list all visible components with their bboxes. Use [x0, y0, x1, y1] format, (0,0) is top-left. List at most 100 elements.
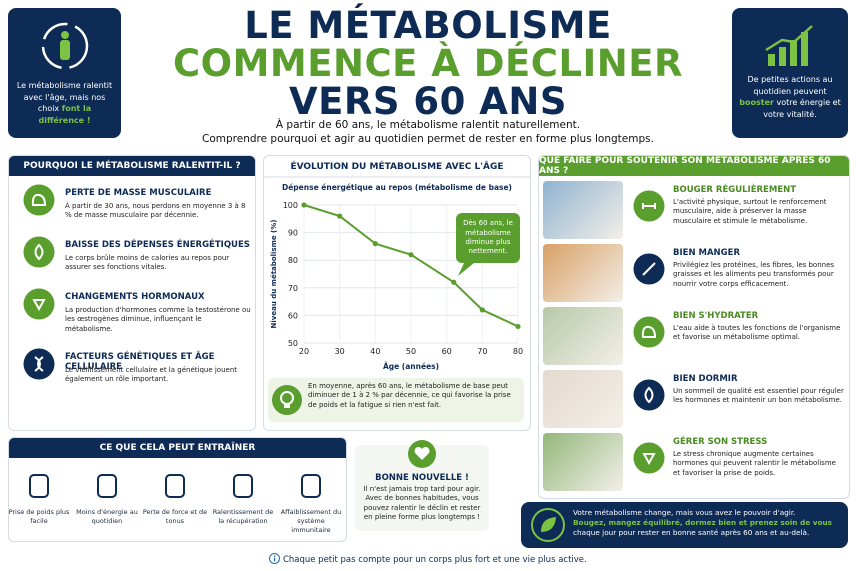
icon: [633, 253, 665, 285]
item-title: BOUGER RÉGULIÈREMENT: [673, 185, 797, 195]
photo: [543, 181, 623, 239]
chart: ÉVOLUTION DU MÉTABOLISME AVEC L'ÂGE Dépen…: [264, 160, 530, 371]
chart-panel: ÉVOLUTION DU MÉTABOLISME AVEC L'ÂGE Dépen…: [263, 155, 531, 431]
point: [408, 252, 414, 258]
good-news: BONNE NOUVELLE ! Il n'est jamais trop ta…: [355, 440, 489, 531]
item-text: À partir de 30 ans, nous perdons en moye…: [65, 202, 246, 220]
photo: [543, 370, 623, 428]
x-tick-label: 30: [335, 347, 345, 356]
x-axis-label: Âge (années): [383, 362, 439, 371]
item-text: Un sommeil de qualité est essentiel pour…: [673, 387, 844, 405]
x-tick-label: 50: [406, 347, 416, 356]
tip-highlight: booster: [739, 98, 774, 108]
y-tick-label: 100: [283, 201, 298, 210]
title-line: LE MÉTABOLISME: [244, 4, 612, 47]
icon-glyph: [34, 356, 44, 372]
closing-highlight: Bougez, mangez équilibré, dormez bien et…: [573, 518, 833, 528]
icon-glyph: [31, 193, 47, 206]
point: [337, 213, 343, 219]
icon: [23, 288, 55, 320]
item-text: L'eau aide à toutes les fonctions de l'o…: [673, 324, 841, 342]
subtitle-line: Comprendre pourquoi et agir au quotidien…: [202, 133, 654, 145]
x-tick-label: 80: [513, 347, 523, 356]
tip-text: votre énergie et votre vitalité.: [763, 98, 841, 119]
x-tick-label: 60: [442, 347, 452, 356]
title-line: VERS 60 ANS: [288, 80, 568, 123]
consequence-icon: [233, 474, 253, 498]
x-tick-label: 40: [370, 347, 380, 356]
icon-glyph: [641, 325, 657, 338]
icon-circle: [633, 442, 665, 474]
actions-panel: QUE FAIRE POUR SOUTENIR SON MÉTABOLISME …: [538, 155, 850, 499]
icon: [633, 379, 665, 411]
icon-glyph: [642, 453, 656, 466]
tip-box: De petites actions au quotidien peuvent …: [732, 8, 848, 138]
icon: [23, 236, 55, 268]
consequence-label: Affaiblissement du système immunitaire: [280, 508, 342, 534]
item-text: Le corps brûle moins de calories au repo…: [65, 254, 230, 272]
icon-shape: [97, 474, 117, 498]
consequence-label: Prise de poids plus facile: [8, 508, 70, 525]
intro-text: Le métabolisme ralentit avec l'âge, mais…: [16, 81, 113, 114]
item-title: CHANGEMENTS HORMONAUX: [65, 292, 205, 302]
leaf-icon: [531, 508, 565, 542]
icon: [633, 442, 665, 474]
photo: [543, 244, 623, 302]
consequences-panel: CE QUE CELA PEUT ENTRAÎNER Prise de poid…: [8, 437, 347, 542]
intro-highlight: font la différence !: [38, 104, 92, 125]
item-title: GÉRER SON STRESS: [673, 437, 768, 447]
intro-box: Le métabolisme ralentit avec l'âge, mais…: [8, 8, 121, 138]
item-title: BIEN MANGER: [673, 248, 740, 258]
item-title: BAISSE DES DÉPENSES ÉNERGÉTIQUES: [65, 240, 250, 250]
photo: [543, 307, 623, 365]
point: [479, 307, 485, 313]
note-box: En moyenne, après 60 ans, le métabolisme…: [268, 378, 524, 422]
footer: Chaque petit pas compte pour un corps pl…: [0, 553, 856, 565]
icon-circle: [633, 316, 665, 348]
item-text: Privilégiez les protéines, les fibres, l…: [673, 261, 835, 288]
bulb-icon: [272, 385, 302, 415]
closing-box: Votre métabolisme change, mais vous avez…: [521, 502, 848, 548]
why-panel: POURQUOI LE MÉTABOLISME RALENTIT-IL ? PE…: [8, 155, 256, 431]
item-text: La production d'hormones comme la testos…: [65, 306, 251, 333]
y-axis-label: Niveau du métabolisme (%): [270, 220, 278, 329]
good-news-text: Il n'est jamais trop tard pour agir. Ave…: [363, 485, 481, 522]
icon-circle: [23, 288, 55, 320]
consequences-title: CE QUE CELA PEUT ENTRAÎNER: [9, 438, 346, 458]
good-news-title: BONNE NOUVELLE !: [375, 473, 469, 483]
item-text: L'activité physique, surtout le renforce…: [673, 198, 827, 225]
cycle-icon: [41, 22, 88, 70]
title-line: COMMENCE À DÉCLINER: [172, 42, 684, 85]
consequence-label: Moins d'énergie au quotidien: [76, 508, 138, 525]
icon-glyph: [644, 386, 654, 404]
icon-circle: [23, 184, 55, 216]
photo: [543, 433, 623, 491]
item-title: FACTEURS GÉNÉTIQUES ET ÂGE CELLULAIRE: [65, 352, 215, 372]
y-tick-label: 70: [288, 284, 298, 293]
consequence-label: Perte de force et de tonus: [142, 508, 208, 525]
consequence-label: Ralentissement de la récupération: [212, 508, 274, 525]
consequence-icon: [301, 474, 321, 498]
y-tick-label: 90: [288, 229, 298, 238]
icon: [633, 316, 665, 348]
point: [372, 241, 378, 247]
x-tick-label: 20: [299, 347, 309, 356]
consequence-icon: [29, 474, 49, 498]
x-tick-label: 70: [477, 347, 487, 356]
heart-icon: [408, 440, 436, 468]
y-tick-label: 60: [288, 311, 298, 320]
icon: [633, 190, 665, 222]
icon-shape: [165, 474, 185, 498]
icon-glyph: [34, 243, 44, 261]
closing-text: Votre métabolisme change, mais vous avez…: [573, 508, 796, 517]
item-title: BIEN DORMIR: [673, 374, 738, 384]
item-text: Le stress chronique augmente certaines h…: [673, 450, 836, 477]
tip-text: De petites actions au quotidien peuvent: [747, 75, 833, 96]
point: [451, 279, 457, 285]
chart-note: En moyenne, après 60 ans, le métabolisme…: [308, 382, 511, 409]
item-text: Le vieillissement cellulaire et la génét…: [65, 366, 238, 384]
chart-subtitle: Dépense énergétique au repos (métabolism…: [282, 183, 512, 192]
icon-glyph: [32, 299, 46, 312]
